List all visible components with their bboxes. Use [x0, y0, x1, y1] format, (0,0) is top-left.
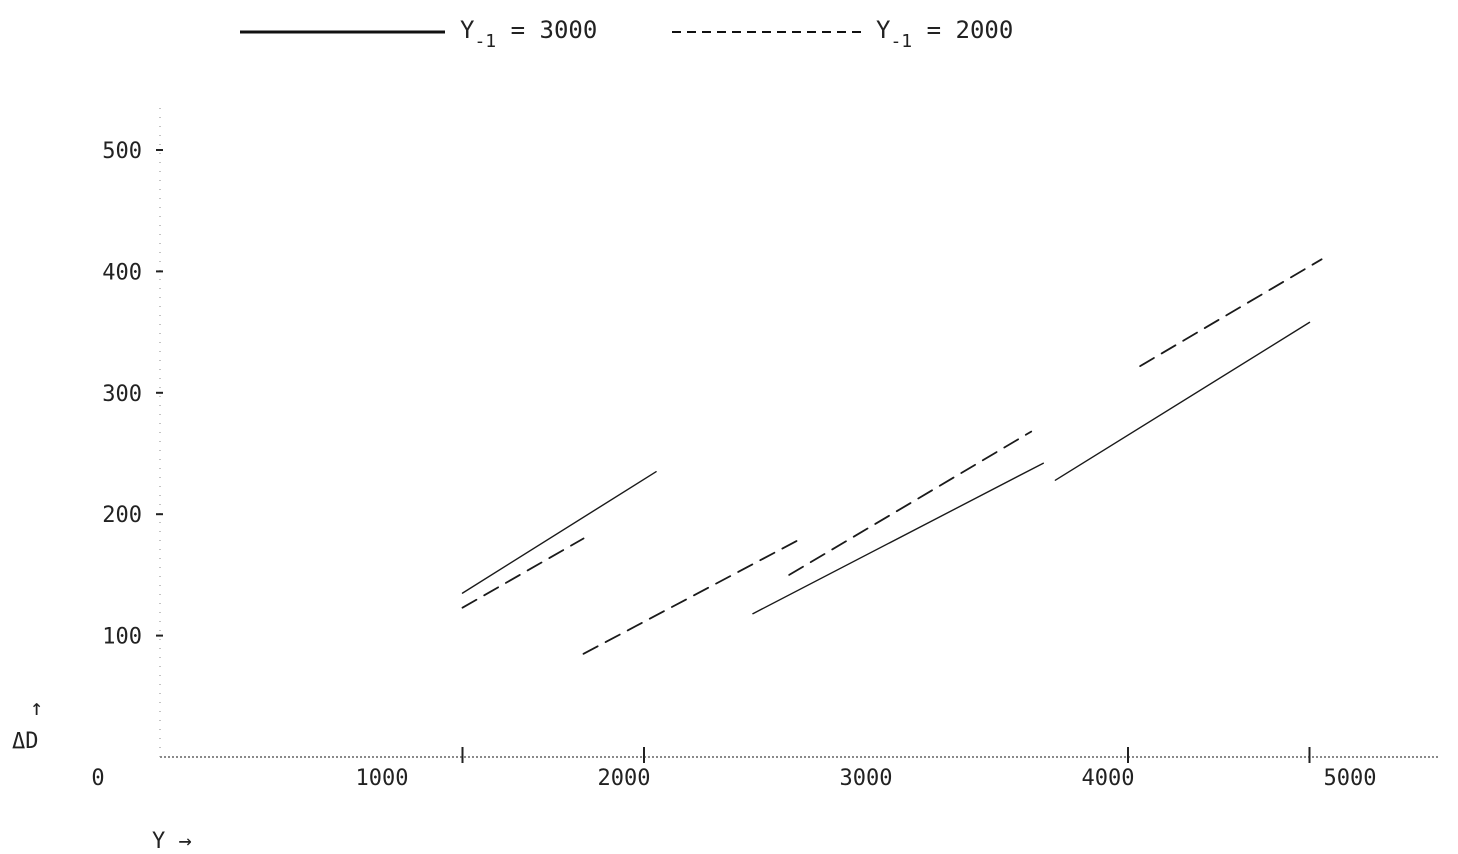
x-tick-label: 2000 — [598, 766, 651, 791]
solid-series-segment-1 — [752, 462, 1045, 615]
solid-series-segment-2 — [1054, 321, 1311, 481]
x-tick-label: 4000 — [1082, 766, 1135, 791]
x-axis-label: Y → — [152, 829, 192, 854]
y-axis-label: ↑ ΔD — [12, 696, 43, 754]
dashed-series-segment-1 — [582, 537, 803, 655]
x-tick-label: 3000 — [840, 766, 893, 791]
y-tick-label: 300 — [102, 382, 142, 407]
x-tick-label: 1000 — [356, 766, 409, 791]
y-tick-label: 200 — [102, 503, 142, 528]
x-tick-label: 0 — [91, 766, 104, 791]
legend-dashed-label: Y-1 = 2000 — [876, 16, 1013, 52]
y-tick-label: 400 — [102, 260, 142, 285]
y-tick-label: 500 — [102, 139, 142, 164]
solid-series-segment-0 — [461, 471, 657, 594]
axes — [159, 105, 1440, 758]
legend: Y-1 = 3000 Y-1 = 2000 — [240, 16, 1013, 52]
x-tick-label: 5000 — [1324, 766, 1377, 791]
legend-solid-label: Y-1 = 3000 — [460, 16, 597, 52]
dashed-series-segment-3 — [1139, 258, 1323, 368]
dashed-series-segment-0 — [461, 537, 585, 609]
y-tick-label: 100 — [102, 625, 142, 650]
dashed-series-segment-2 — [788, 430, 1033, 576]
plot-area — [461, 258, 1323, 655]
